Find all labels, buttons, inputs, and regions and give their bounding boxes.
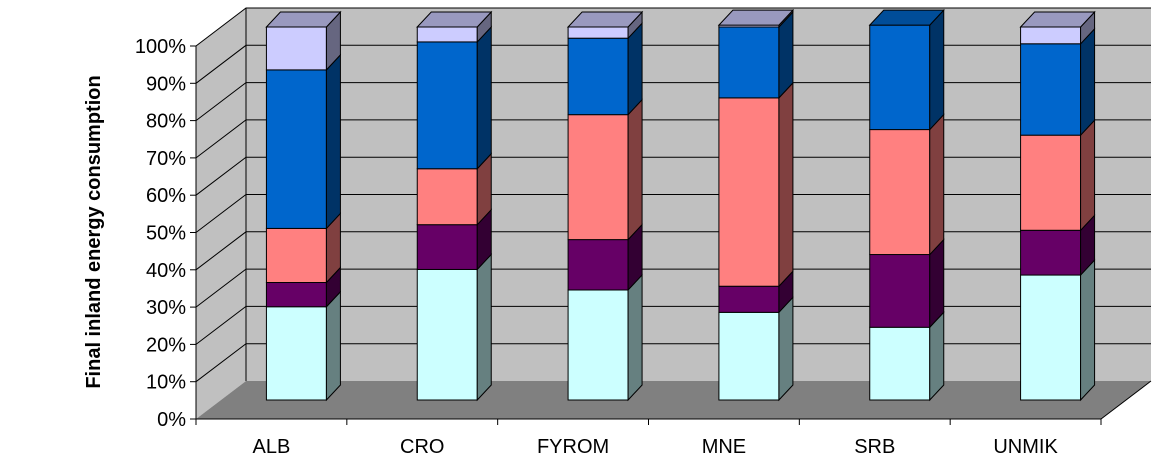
bar-segment-series-2 (1020, 229, 1082, 276)
bar-segment-series-2 (869, 254, 931, 328)
bar-side-series-4 (929, 8, 945, 131)
bar-top-series-5 (717, 9, 795, 26)
bar-side-series-4 (476, 25, 492, 171)
x-tick-label: FYROM (537, 436, 609, 458)
bar-segment-series-3 (718, 97, 780, 287)
bar-segment-series-2 (265, 282, 327, 308)
y-tick-label: 90% (146, 73, 186, 95)
bar-stack-unmik (1019, 10, 1096, 402)
bar-segment-series-5 (1020, 26, 1082, 45)
bar-top-series-5 (265, 11, 342, 28)
bars (265, 8, 1096, 402)
bar-top-series-5 (566, 11, 644, 28)
bar-side-series-1 (778, 296, 794, 402)
bar-side-series-1 (325, 290, 341, 402)
y-tick-label: 40% (146, 260, 186, 282)
bar-segment-series-3 (265, 227, 327, 284)
y-tick-label: 50% (146, 223, 186, 245)
bar-segment-series-5 (416, 26, 478, 43)
bar-stack-cro (416, 10, 493, 402)
y-tick-label: 10% (146, 372, 186, 394)
bar-segment-series-3 (1020, 134, 1082, 231)
bar-side-series-3 (627, 98, 643, 241)
bar-side-series-3 (778, 81, 794, 288)
bar-stack-srb (868, 8, 945, 402)
x-tick-label: ALB (253, 436, 291, 458)
bar-segment-series-1 (1020, 274, 1082, 401)
y-tick-label: 80% (146, 111, 186, 133)
bar-segment-series-3 (416, 168, 478, 226)
x-tick-label: CRO (400, 436, 444, 458)
bar-segment-series-3 (567, 114, 629, 241)
bar-top-series-5 (416, 11, 493, 28)
y-axis-title: Final inland energy consumption (83, 75, 105, 388)
y-tick-label: 0% (157, 409, 186, 431)
bar-segment-series-5 (265, 26, 327, 71)
bar-segment-series-1 (265, 306, 327, 401)
bar-segment-series-4 (416, 41, 478, 170)
bar-side-series-3 (929, 113, 945, 256)
bar-segment-series-5 (567, 26, 629, 39)
x-axis: ALB CRO FYROM MNE SRB UNMIK (195, 419, 1102, 458)
x-tick-label: UNMIK (993, 436, 1058, 458)
bar-segment-series-2 (567, 239, 629, 291)
bar-stack-alb (265, 10, 342, 402)
y-axis: 0% 10% 20% 30% 40% 50% 60% 70% 80% 90% 100% (135, 36, 196, 431)
bar-segment-series-4 (869, 24, 931, 131)
bar-top-series-5 (1019, 11, 1096, 28)
bar-stack-fyrom (566, 10, 644, 402)
bar-segment-series-1 (718, 311, 780, 401)
bar-segment-series-4 (718, 26, 780, 99)
bar-side-series-1 (1080, 258, 1096, 402)
y-tick-label: 30% (146, 297, 186, 319)
bar-side-series-1 (627, 273, 643, 402)
bar-side-series-4 (1080, 27, 1096, 137)
bar-segment-series-4 (1020, 43, 1082, 136)
x-tick-label: SRB (854, 436, 895, 458)
bar-side-series-4 (325, 53, 341, 230)
bar-segment-series-4 (265, 69, 327, 229)
bar-segment-series-1 (869, 326, 931, 401)
x-tick-label: MNE (702, 436, 746, 458)
bar-segment-series-1 (567, 289, 629, 401)
bar-segment-series-2 (718, 285, 780, 313)
bar-side-series-4 (627, 21, 643, 116)
bar-segment-series-1 (416, 268, 478, 401)
y-tick-label: 20% (146, 334, 186, 356)
bar-top-series-4 (868, 9, 945, 26)
bar-side-series-3 (1080, 118, 1096, 232)
bar-segment-series-4 (567, 37, 629, 116)
bar-stack-mne (717, 8, 795, 402)
y-tick-label: 100% (135, 36, 186, 58)
bar-segment-series-3 (869, 129, 931, 256)
y-tick-label: 70% (146, 148, 186, 170)
bar-segment-series-2 (416, 224, 478, 270)
bar-side-series-1 (476, 253, 492, 402)
y-tick-label: 60% (146, 185, 186, 207)
